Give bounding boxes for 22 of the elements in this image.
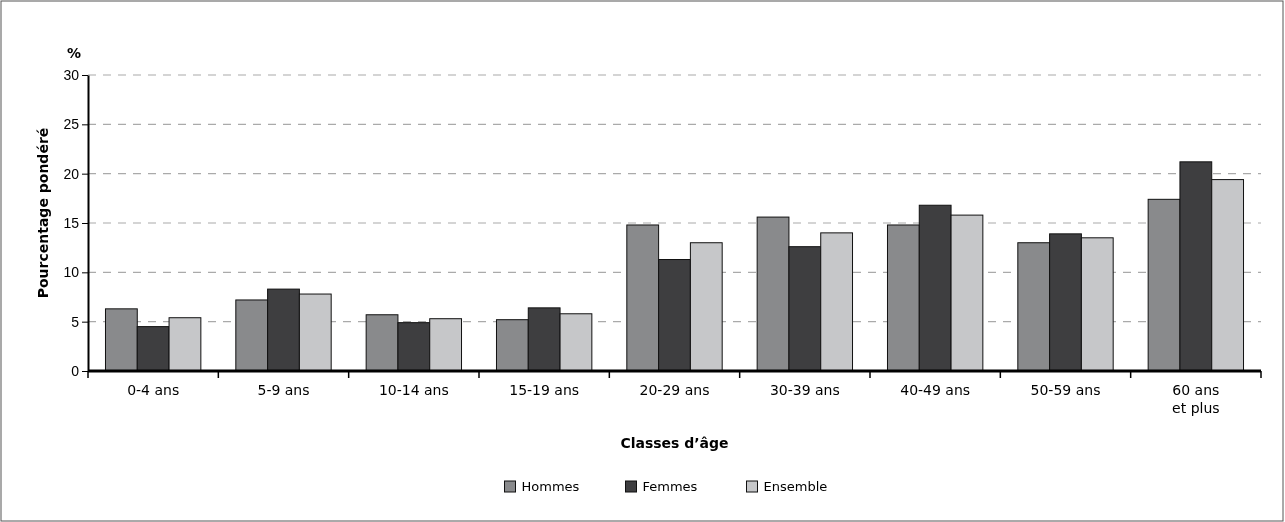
x-tick-label: 20-29 ans bbox=[639, 382, 710, 398]
y-tick-label: 25 bbox=[63, 116, 80, 133]
legend-label: Hommes bbox=[521, 479, 580, 494]
x-tick-label: 5-9 ans bbox=[257, 382, 310, 398]
x-tick-label: 15-19 ans bbox=[509, 382, 580, 398]
x-tick-label: 10-14 ans bbox=[378, 382, 449, 398]
x-tick-label: 40-49 ans bbox=[900, 382, 971, 398]
y-tick-label: 15 bbox=[63, 214, 80, 231]
x-axis-title: Classes d’âge bbox=[620, 435, 729, 451]
y-tick-label: 30 bbox=[63, 66, 80, 83]
x-tick-label: 50-59 ans bbox=[1030, 382, 1101, 398]
legend-label: Femmes bbox=[642, 479, 698, 494]
y-tick-label: 0 bbox=[71, 362, 80, 379]
text: % bbox=[66, 45, 82, 61]
x-tick-label: 0-4 ans bbox=[127, 382, 180, 398]
x-tick-label: 60 ans et plus bbox=[1172, 382, 1220, 416]
y-tick-label: 10 bbox=[63, 264, 80, 281]
x-tick-label: 30-39 ans bbox=[769, 382, 840, 398]
y-tick-label: 20 bbox=[63, 165, 80, 182]
y-tick-label: 5 bbox=[71, 313, 80, 330]
legend-label: Ensemble bbox=[763, 479, 828, 494]
y-axis-title: Pourcentage pondéré bbox=[35, 127, 51, 299]
